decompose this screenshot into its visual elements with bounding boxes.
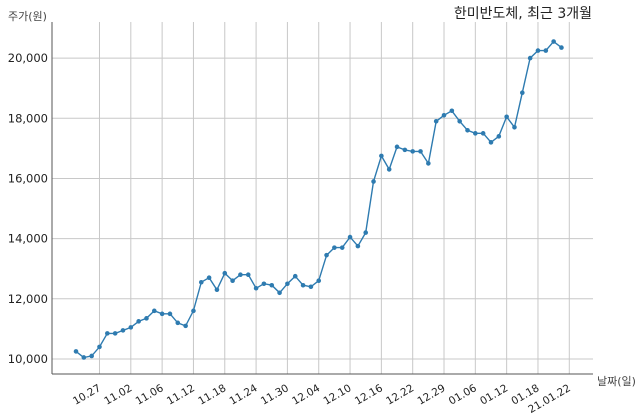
data-point — [277, 290, 282, 296]
data-point — [473, 131, 478, 136]
data-point — [324, 252, 329, 258]
data-point — [253, 285, 259, 291]
data-point — [433, 118, 439, 124]
data-point — [347, 234, 353, 240]
data-point — [551, 39, 556, 44]
data-point — [559, 45, 564, 50]
y-tick-label: 20,000 — [8, 51, 48, 65]
x-tick-label: 11.02 — [102, 382, 134, 407]
data-point — [230, 278, 235, 284]
data-point — [512, 124, 517, 130]
x-tick-label: 12.10 — [322, 382, 354, 407]
data-point — [363, 230, 369, 235]
y-tick-label: 10,000 — [8, 352, 48, 366]
y-tick-labels: 10,000 12,000 14,000 16,000 18,000 20,000 — [8, 51, 48, 366]
data-point — [543, 48, 549, 53]
data-point — [418, 149, 423, 154]
x-tick-label: 11.12 — [165, 382, 197, 407]
data-point — [152, 308, 157, 314]
data-point — [465, 128, 470, 133]
data-point — [402, 147, 408, 153]
x-tick-label: 11.24 — [228, 382, 260, 408]
y-axis-label: 주가(원) — [8, 10, 47, 23]
data-point — [441, 112, 447, 118]
data-point — [112, 331, 118, 336]
price-series — [73, 39, 564, 360]
data-point — [269, 282, 275, 288]
data-point — [504, 114, 509, 120]
x-tick-label: 01.06 — [447, 382, 479, 408]
data-point — [520, 90, 525, 96]
data-point — [449, 108, 455, 114]
x-tick-label: 10.27 — [71, 382, 103, 407]
data-point — [261, 281, 267, 287]
data-point — [105, 331, 110, 336]
data-point — [371, 179, 376, 184]
data-point — [245, 272, 251, 278]
data-point — [136, 319, 141, 324]
x-tick-label: 11.18 — [196, 382, 228, 407]
data-point — [394, 144, 400, 150]
data-point — [183, 323, 188, 329]
data-point — [222, 270, 228, 276]
data-point — [198, 279, 204, 285]
data-point — [410, 149, 415, 154]
data-point — [355, 243, 361, 249]
x-axis-label: 날짜(일) — [597, 374, 636, 388]
data-point — [175, 320, 181, 326]
y-tick-label: 12,000 — [8, 292, 48, 306]
data-point — [159, 311, 165, 317]
grid-lines — [52, 22, 593, 374]
x-tick-labels: 10.27 11.02 11.06 11.12 11.18 11.24 11.30 12.04… — [71, 382, 573, 416]
data-point — [457, 118, 462, 124]
data-point — [73, 349, 79, 354]
x-tick-label: 12.16 — [353, 382, 385, 408]
x-tick-label: 11.30 — [259, 382, 291, 407]
data-point — [316, 278, 322, 284]
data-point — [332, 245, 337, 250]
axes — [51, 22, 593, 375]
data-point — [81, 355, 87, 360]
data-point — [144, 316, 149, 321]
data-point — [527, 55, 533, 61]
data-point — [535, 48, 541, 53]
data-point — [128, 325, 134, 330]
data-point — [214, 287, 220, 293]
data-point — [292, 273, 298, 279]
data-point — [308, 284, 314, 290]
data-point — [480, 131, 486, 136]
x-tick-label: 11.06 — [134, 382, 166, 408]
data-point — [386, 167, 392, 172]
y-tick-label: 14,000 — [8, 232, 48, 246]
data-point — [167, 311, 173, 317]
data-point — [191, 308, 196, 314]
data-point — [339, 245, 345, 250]
data-point — [120, 328, 126, 333]
x-tick-label: 12.22 — [384, 382, 416, 407]
data-point — [206, 275, 212, 281]
data-point — [488, 140, 494, 145]
x-tick-label: 01.12 — [478, 382, 510, 407]
data-point — [97, 344, 102, 350]
data-point — [496, 134, 502, 139]
x-tick-label: 12.29 — [415, 382, 447, 407]
data-point — [238, 272, 243, 278]
data-point — [379, 153, 384, 159]
chart-title: 한미반도체, 최근 3개월 — [454, 6, 592, 22]
y-tick-label: 18,000 — [8, 111, 48, 125]
data-point — [300, 282, 306, 288]
y-tick-label: 16,000 — [8, 171, 48, 185]
data-point — [285, 281, 290, 287]
x-tick-label: 12.04 — [290, 382, 322, 408]
data-point — [89, 353, 94, 359]
data-point — [426, 161, 431, 166]
